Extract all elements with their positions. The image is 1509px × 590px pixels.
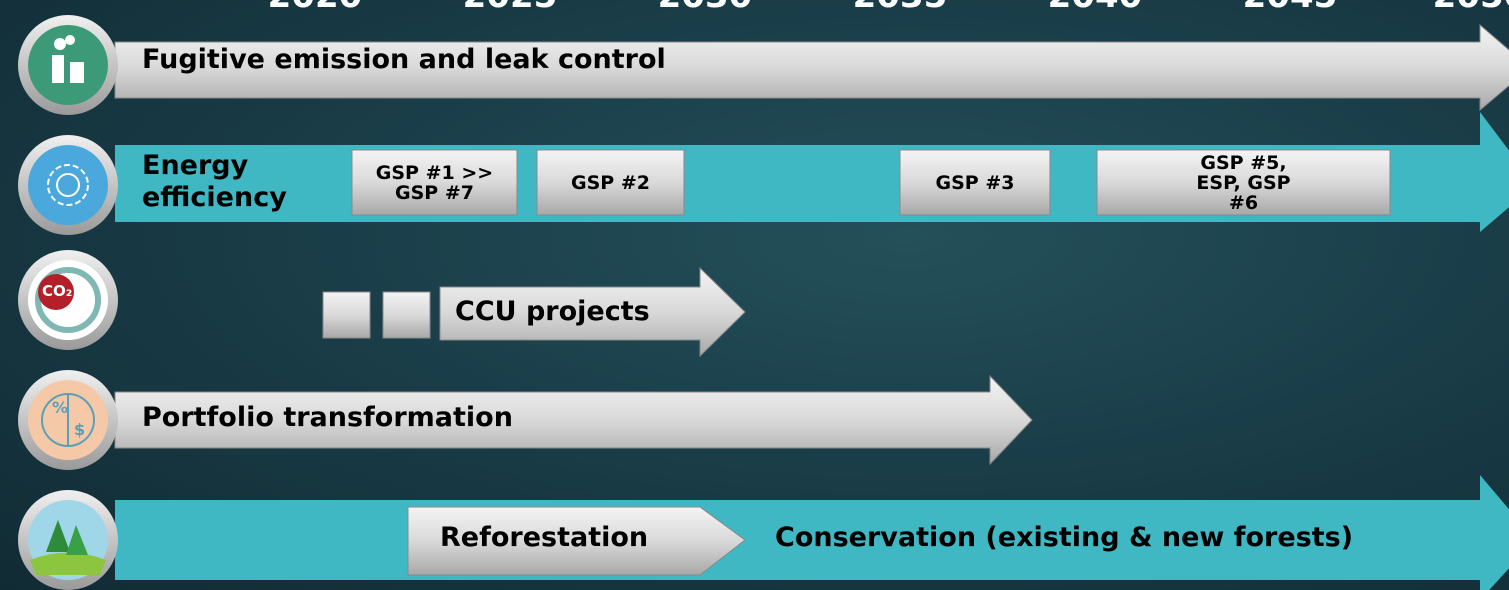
year: 2030 — [645, 0, 765, 16]
year: 2040 — [1035, 0, 1155, 16]
year: 2045 — [1230, 0, 1350, 16]
year: 2035 — [840, 0, 960, 16]
year: 2050 — [1420, 0, 1509, 16]
row-label: Fugitive emission and leak control — [142, 44, 666, 75]
box-label: GSP #3 — [900, 150, 1050, 215]
year: 2020 — [255, 0, 375, 16]
box-label: GSP #2 — [537, 150, 684, 215]
box-label: GSP #5, ESP, GSP #6 — [1097, 150, 1390, 215]
item-label: Conservation (existing & new forests) — [775, 522, 1353, 553]
row-label: CCU projects — [455, 296, 650, 327]
icon — [18, 135, 118, 235]
year: 2025 — [450, 0, 570, 16]
box-label: GSP #1 >> GSP #7 — [352, 150, 517, 215]
icon-text: $ — [74, 420, 85, 439]
row-label: Energy efficiency — [142, 150, 332, 214]
icon-text: % — [52, 398, 68, 417]
roadmap: 2020 2025 2030 2035 2040 2045 2050 Fugit… — [0, 0, 1509, 590]
square — [323, 292, 370, 338]
icon — [18, 250, 118, 350]
icon-text: CO₂ — [42, 282, 72, 300]
icon — [18, 15, 118, 115]
row-label: Portfolio transformation — [142, 402, 513, 433]
icon — [18, 490, 118, 590]
item-label: Reforestation — [440, 522, 648, 553]
square — [383, 292, 430, 338]
icon — [18, 370, 118, 470]
shapes — [0, 0, 1509, 590]
